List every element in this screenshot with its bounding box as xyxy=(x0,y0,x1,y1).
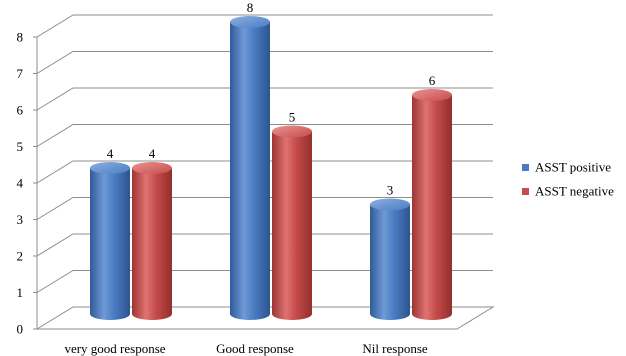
gridline xyxy=(36,87,493,111)
legend-swatch xyxy=(522,188,529,195)
y-tick-label: 6 xyxy=(17,103,24,118)
bar-positive-2 xyxy=(370,198,410,320)
bar-negative-1 xyxy=(272,125,312,320)
x-axis: very good response Good response Nil respo… xyxy=(64,341,427,356)
bar-positive-0 xyxy=(90,162,130,320)
gridline xyxy=(36,14,493,38)
y-tick-label: 5 xyxy=(17,139,24,154)
y-tick-label: 4 xyxy=(17,176,24,191)
y-tick-label: 2 xyxy=(17,249,24,264)
y-tick-label: 3 xyxy=(17,212,24,227)
data-label: 6 xyxy=(429,73,436,88)
gridline xyxy=(36,233,493,257)
data-label: 8 xyxy=(247,0,254,15)
gridline xyxy=(36,197,493,220)
y-tick-label: 7 xyxy=(17,66,24,81)
y-axis: 0 1 2 3 4 5 6 7 8 xyxy=(17,30,37,337)
x-category-label: Good response xyxy=(216,341,294,356)
data-labels: 4 4 8 5 3 6 xyxy=(107,0,436,198)
chart-floor xyxy=(35,306,495,330)
gridline xyxy=(36,124,493,147)
data-label: 4 xyxy=(149,146,156,161)
x-category-label: very good response xyxy=(64,341,165,356)
legend-swatch xyxy=(522,164,529,171)
legend-label: ASST negative xyxy=(535,184,614,199)
legend-label: ASST positive xyxy=(535,160,611,175)
gridlines xyxy=(35,14,495,330)
gridline xyxy=(36,51,493,74)
y-tick-label: 8 xyxy=(17,30,24,45)
x-category-label: Nil response xyxy=(362,341,428,356)
y-tick-label: 1 xyxy=(17,285,24,300)
bar-positive-1 xyxy=(230,16,270,320)
bar-negative-2 xyxy=(412,89,452,320)
bars xyxy=(90,16,452,320)
data-label: 3 xyxy=(387,183,394,198)
data-label: 4 xyxy=(107,146,114,161)
legend: ASST positive ASST negative xyxy=(522,160,614,199)
bar-negative-0 xyxy=(132,162,172,320)
y-tick-label: 0 xyxy=(17,322,24,337)
gridline xyxy=(36,160,493,184)
data-label: 5 xyxy=(289,110,296,125)
gridline xyxy=(36,270,493,293)
